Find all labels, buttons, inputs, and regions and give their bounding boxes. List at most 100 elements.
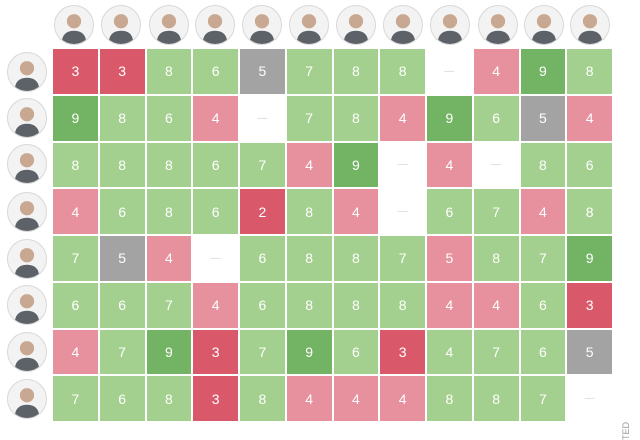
heatmap-cell-r8-c1: 7	[53, 376, 98, 421]
row-avatar-2	[7, 98, 47, 138]
heatmap-cell-r1-c3: 8	[146, 49, 192, 94]
heatmap-cell-r5-c10: 8	[473, 236, 519, 281]
heatmap-cell-r4-c10: 7	[473, 189, 519, 234]
column-avatar-11	[524, 5, 564, 45]
heatmap-cell-r6-c1: 6	[53, 282, 98, 328]
heatmap-cell-r2-c6: 7	[286, 95, 332, 141]
heatmap-chart: 3 3 8 6 5 7 8 8—4 9 8 9 8 6 4—7 8 4 9 6 5 4 8 8 8 6 7 4 9—4—8 6 4 6 8 6…	[7, 5, 612, 421]
heatmap-cell-r8-c4: 3	[193, 376, 238, 421]
heatmap-cell-r1-c11: 9	[520, 49, 566, 94]
row-avatar-6	[7, 285, 47, 325]
heatmap-cell-r6-c4: 4	[193, 282, 238, 328]
heatmap-cell-r2-c5: —	[240, 95, 285, 141]
heatmap-cell-r6-c5: 6	[240, 282, 285, 328]
heatmap-cell-r1-c9: —	[427, 49, 472, 94]
heatmap-cell-r1-c7: 8	[333, 49, 379, 94]
heatmap-cell-r6-c9: 4	[427, 282, 472, 328]
heatmap-cell-r2-c4: 4	[193, 95, 238, 141]
row-avatar-3	[7, 144, 47, 184]
column-avatar-5	[242, 5, 282, 45]
heatmap-cell-r1-c2: 3	[99, 49, 145, 94]
heatmap-cell-r4-c5: 2	[240, 189, 285, 234]
row-avatar-7	[7, 332, 47, 372]
heatmap-cell-r5-c7: 8	[333, 236, 379, 281]
heatmap-cell-r7-c8: 3	[380, 329, 425, 375]
heatmap-cell-r1-c10: 4	[473, 49, 519, 94]
heatmap-cell-r8-c11: 7	[520, 376, 566, 421]
heatmap-cell-r5-c5: 6	[240, 236, 285, 281]
column-avatar-7	[336, 5, 376, 45]
heatmap-cell-r5-c2: 5	[99, 236, 145, 281]
heatmap-cell-r6-c10: 4	[473, 282, 519, 328]
heatmap-cell-r3-c3: 8	[146, 142, 192, 188]
column-avatar-12	[570, 5, 610, 45]
heatmap-cell-r2-c7: 8	[333, 95, 379, 141]
heatmap-cell-r8-c5: 8	[240, 376, 285, 421]
heatmap-cell-r1-c4: 6	[193, 49, 238, 94]
heatmap-cell-r4-c7: 4	[333, 189, 379, 234]
heatmap-cell-r7-c3: 9	[146, 329, 192, 375]
heatmap-cell-r7-c11: 6	[520, 329, 566, 375]
heatmap-cell-r7-c4: 3	[193, 329, 238, 375]
heatmap-cell-r4-c11: 4	[520, 189, 566, 234]
heatmap-cell-r2-c1: 9	[53, 95, 98, 141]
heatmap-cell-r4-c1: 4	[53, 189, 98, 234]
heatmap-cell-r1-c5: 5	[240, 49, 285, 94]
heatmap-cell-r5-c9: 5	[427, 236, 472, 281]
heatmap-cell-r2-c9: 9	[427, 95, 472, 141]
heatmap-cell-r3-c1: 8	[53, 142, 98, 188]
row-avatar-4	[7, 192, 47, 232]
heatmap-cell-r5-c1: 7	[53, 236, 98, 281]
heatmap-cell-r1-c6: 7	[286, 49, 332, 94]
heatmap-cell-r8-c2: 6	[99, 376, 145, 421]
heatmap-cell-r4-c8: —	[380, 189, 425, 234]
heatmap-cell-r7-c12: 5	[567, 329, 612, 375]
heatmap-cell-r3-c7: 9	[333, 142, 379, 188]
heatmap-cell-r3-c4: 6	[193, 142, 238, 188]
heatmap-cell-r7-c2: 7	[99, 329, 145, 375]
heatmap-cell-r8-c7: 4	[333, 376, 379, 421]
column-avatar-2	[101, 5, 141, 45]
heatmap-cell-r8-c6: 4	[286, 376, 332, 421]
heatmap-cell-r4-c12: 8	[567, 189, 612, 234]
column-avatar-6	[289, 5, 329, 45]
heatmap-cell-r2-c3: 6	[146, 95, 192, 141]
heatmap-cell-r8-c12: —	[567, 376, 612, 421]
heatmap-cell-r7-c10: 7	[473, 329, 519, 375]
heatmap-cell-r7-c9: 4	[427, 329, 472, 375]
heatmap-cell-r6-c3: 7	[146, 282, 192, 328]
heatmap-cell-r6-c2: 6	[99, 282, 145, 328]
heatmap-cell-r3-c5: 7	[240, 142, 285, 188]
heatmap-cell-r5-c8: 7	[380, 236, 425, 281]
row-avatar-5	[7, 239, 47, 279]
heatmap-cell-r7-c5: 7	[240, 329, 285, 375]
heatmap-cell-r3-c9: 4	[427, 142, 472, 188]
column-avatar-9	[430, 5, 470, 45]
column-avatar-1	[54, 5, 94, 45]
heatmap-cell-r4-c2: 6	[99, 189, 145, 234]
column-avatar-8	[383, 5, 423, 45]
heatmap-cell-r6-c7: 8	[333, 282, 379, 328]
heatmap-cell-r2-c12: 4	[567, 95, 612, 141]
heatmap-cell-r6-c12: 3	[567, 282, 612, 328]
heatmap-cell-r2-c11: 5	[520, 95, 566, 141]
heatmap-cell-r7-c6: 9	[286, 329, 332, 375]
heatmap-cell-r3-c12: 6	[567, 142, 612, 188]
heatmap-cell-r8-c8: 4	[380, 376, 425, 421]
heatmap-cell-r3-c6: 4	[286, 142, 332, 188]
heatmap-cell-r3-c10: —	[473, 142, 519, 188]
heatmap-cell-r2-c10: 6	[473, 95, 519, 141]
heatmap-cell-r8-c10: 8	[473, 376, 519, 421]
column-avatar-4	[195, 5, 235, 45]
row-avatar-8	[7, 379, 47, 419]
heatmap-cell-r3-c8: —	[380, 142, 425, 188]
heatmap-cell-r6-c8: 8	[380, 282, 425, 328]
heatmap-cell-r3-c2: 8	[99, 142, 145, 188]
heatmap-cell-r1-c12: 8	[567, 49, 612, 94]
heatmap-cell-r1-c1: 3	[53, 49, 98, 94]
heatmap-cell-r4-c6: 8	[286, 189, 332, 234]
heatmap-cell-r2-c2: 8	[99, 95, 145, 141]
heatmap-cell-r4-c9: 6	[427, 189, 472, 234]
heatmap-cell-r7-c1: 4	[53, 329, 98, 375]
heatmap-cell-r3-c11: 8	[520, 142, 566, 188]
